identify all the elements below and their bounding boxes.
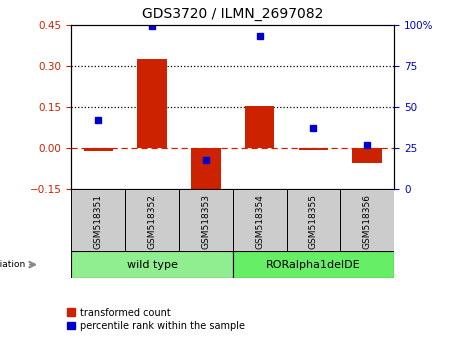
Bar [71, 251, 233, 278]
Title: GDS3720 / ILMN_2697082: GDS3720 / ILMN_2697082 [142, 7, 324, 21]
Bar [245, 106, 274, 148]
Text: GSM518355: GSM518355 [309, 194, 318, 249]
Bar [233, 189, 287, 251]
Text: GSM518353: GSM518353 [201, 194, 210, 249]
Bar [71, 189, 125, 251]
Bar [83, 148, 113, 151]
Bar [179, 189, 233, 251]
Text: GSM518354: GSM518354 [255, 194, 264, 249]
Bar [287, 189, 340, 251]
Bar [353, 148, 382, 163]
Legend: transformed count, percentile rank within the sample: transformed count, percentile rank withi… [67, 308, 245, 331]
Text: wild type: wild type [127, 259, 177, 270]
Text: RORalpha1delDE: RORalpha1delDE [266, 259, 361, 270]
Bar [340, 189, 394, 251]
Bar [137, 59, 167, 148]
Text: GSM518352: GSM518352 [148, 194, 157, 249]
Text: genotype/variation: genotype/variation [0, 259, 26, 269]
Text: GSM518356: GSM518356 [363, 194, 372, 249]
Bar [233, 251, 394, 278]
Text: GSM518351: GSM518351 [94, 194, 103, 249]
Bar [299, 148, 328, 150]
Bar [191, 148, 221, 194]
Bar [125, 189, 179, 251]
